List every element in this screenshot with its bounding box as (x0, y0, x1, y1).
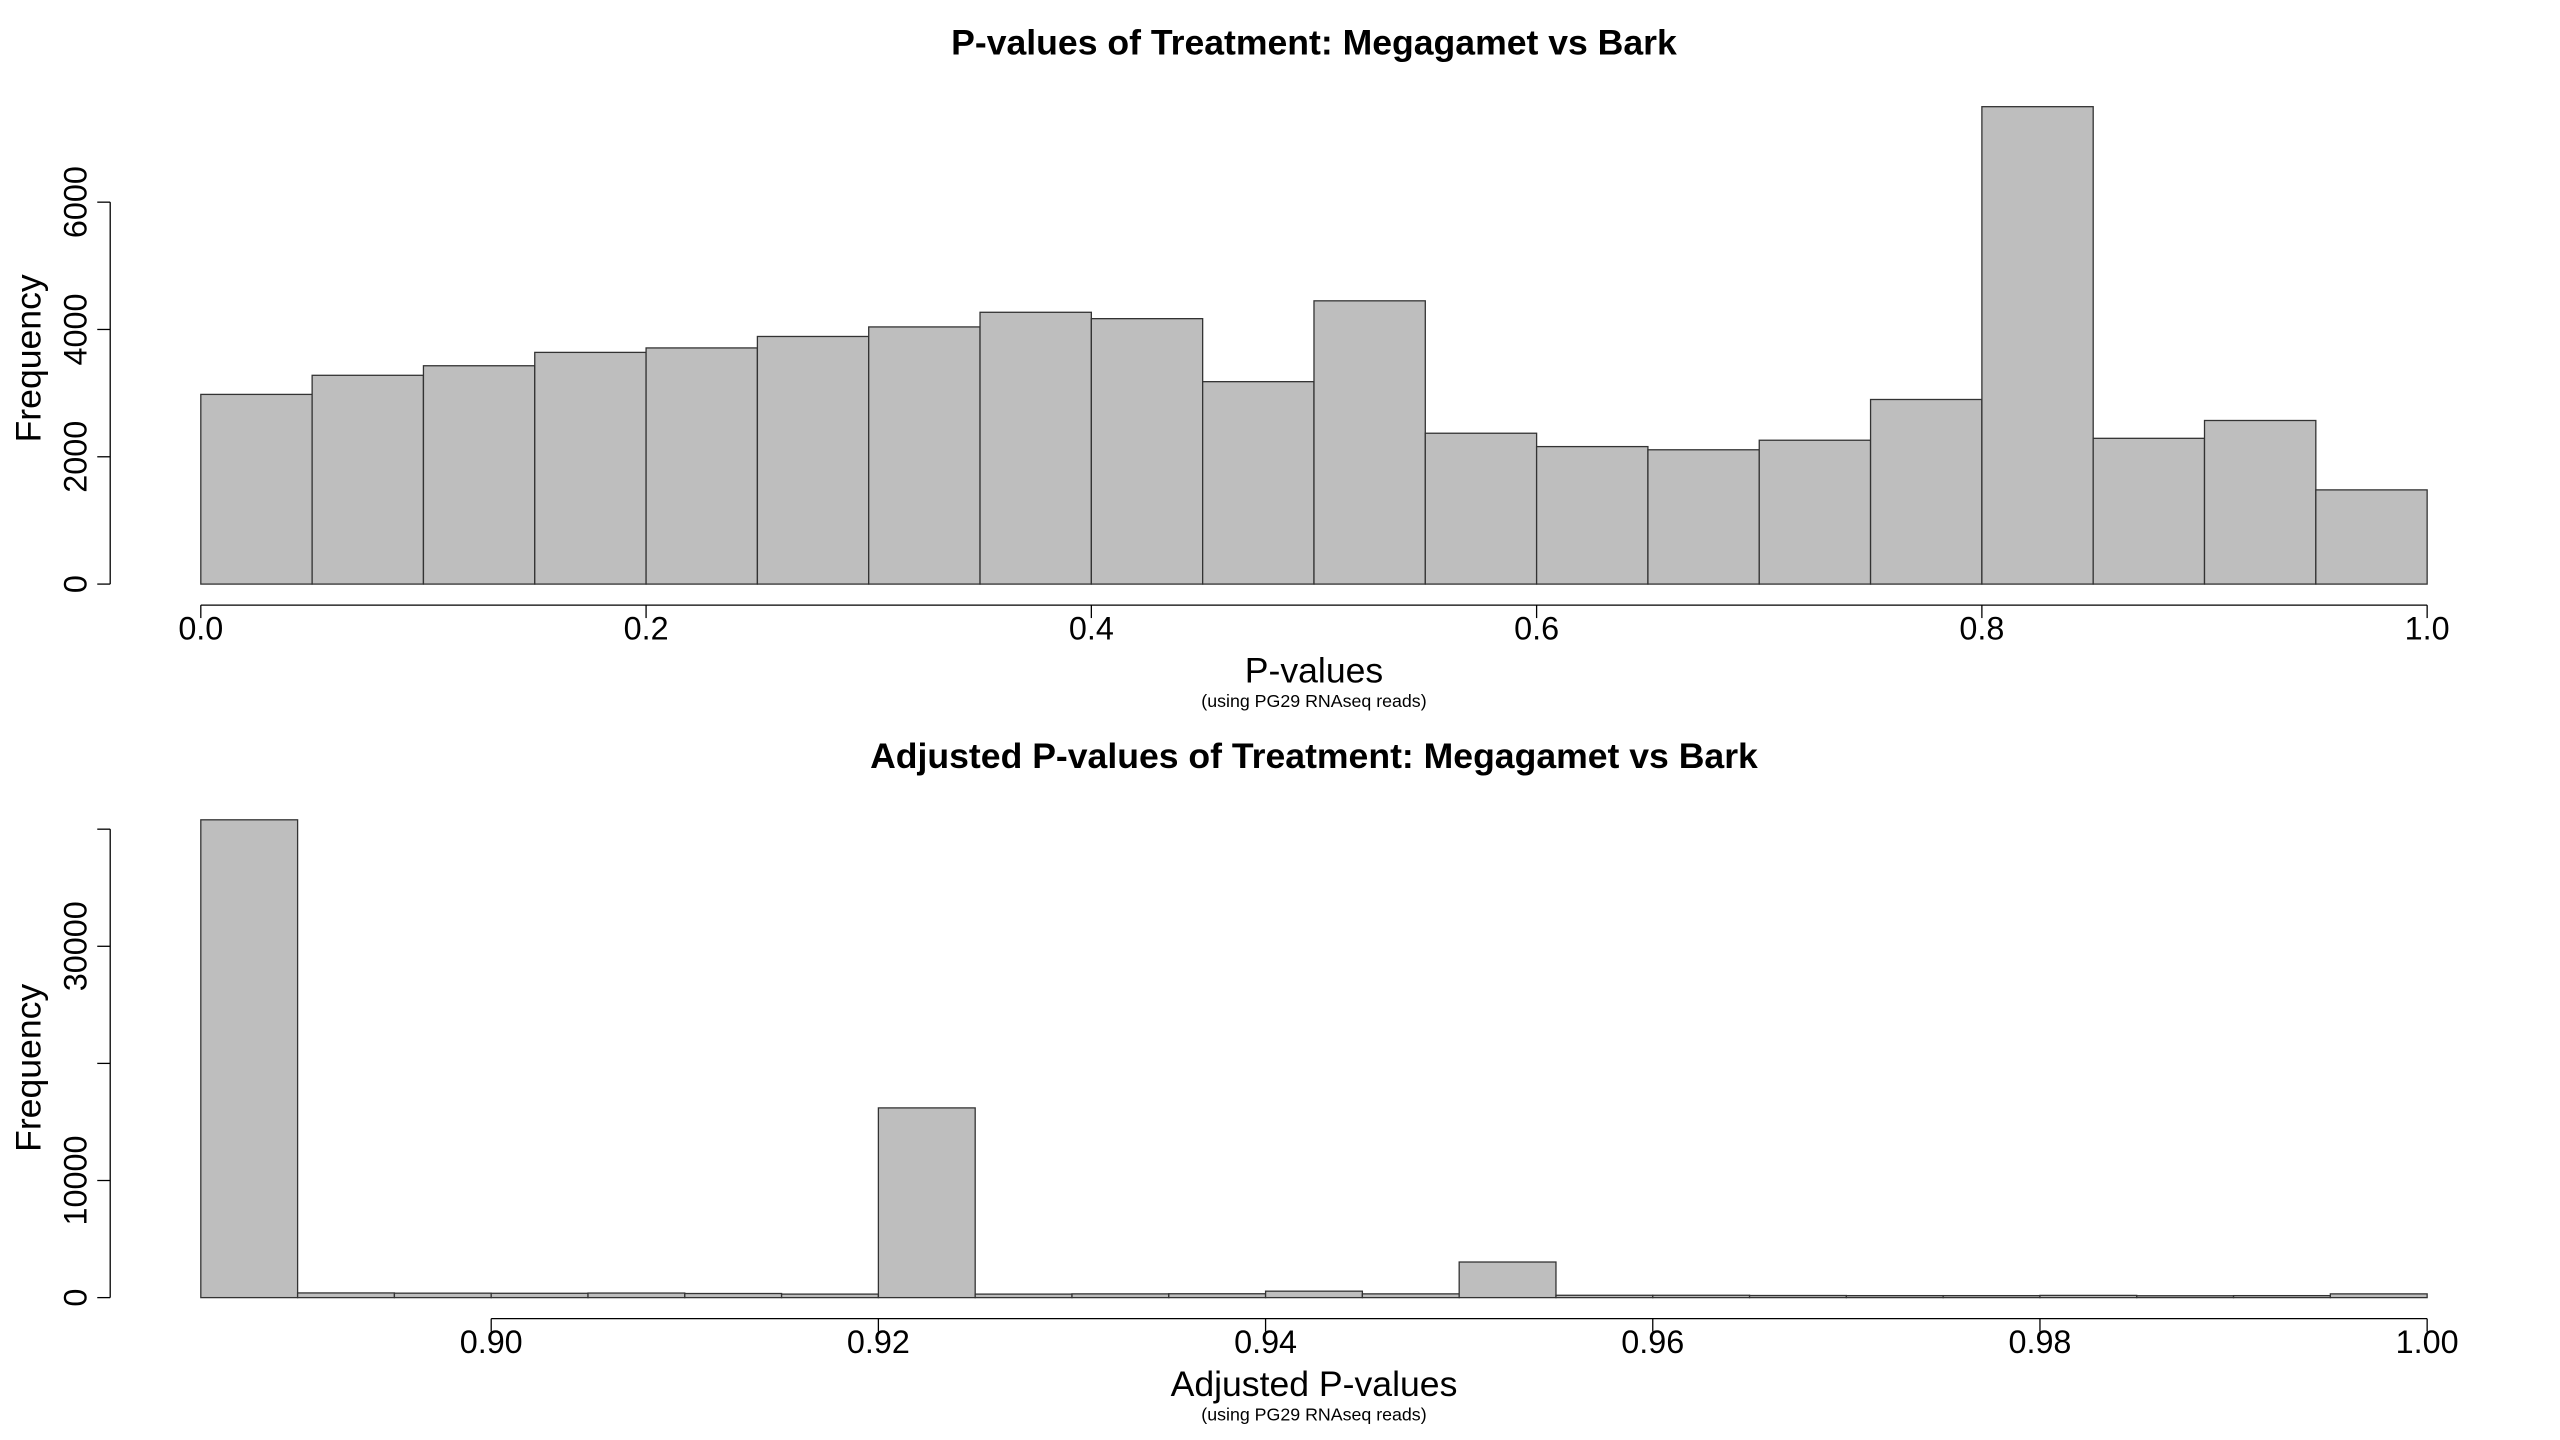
bar (1313, 300, 1426, 585)
y-tick-label: 30000 (57, 901, 93, 991)
chart-title: Adjusted P-values of Treatment: Megagame… (870, 736, 1758, 776)
bar (1361, 1293, 1460, 1299)
bar (1071, 1293, 1170, 1299)
y-axis-label: Frequency (8, 274, 48, 442)
bar (1758, 439, 1872, 585)
bar (296, 1292, 396, 1299)
y-tick-label: 6000 (57, 166, 93, 238)
bar (1535, 445, 1649, 585)
bar (1748, 1294, 1848, 1299)
bar (877, 1107, 976, 1299)
bar (756, 335, 870, 585)
x-tick-label: 0.2 (624, 611, 669, 647)
x-tick-label: 0.92 (847, 1324, 910, 1360)
bar (422, 365, 536, 585)
x-tick-label: 0.0 (178, 611, 223, 647)
x-axis-label: P-values (1245, 650, 1383, 690)
bar (979, 311, 1092, 585)
x-tick-label: 0.4 (1069, 611, 1114, 647)
bar (1845, 1294, 1944, 1299)
chart-title: P-values of Treatment: Megagamet vs Bark (951, 23, 1677, 63)
bar (1555, 1294, 1654, 1299)
bar (200, 819, 299, 1299)
bar (645, 347, 759, 585)
y-tick-label: 0 (57, 575, 93, 593)
bar (2039, 1294, 2138, 1299)
bar (974, 1293, 1073, 1299)
bar (1264, 1290, 1364, 1299)
x-tick-label: 1.00 (2396, 1324, 2459, 1360)
bar (684, 1292, 783, 1299)
x-tick-label: 1.0 (2405, 611, 2450, 647)
bar (1942, 1294, 2041, 1299)
x-tick-label: 0.98 (2008, 1324, 2071, 1360)
bar (393, 1292, 492, 1299)
y-tick-label: 0 (57, 1289, 93, 1307)
x-tick-label: 0.6 (1514, 611, 1559, 647)
x-axis-label: Adjusted P-values (1171, 1364, 1458, 1404)
bar (868, 326, 981, 585)
bar (2232, 1294, 2331, 1299)
bar (1869, 398, 1983, 585)
bar (587, 1292, 686, 1299)
bar (1981, 106, 2094, 585)
x-tick-label: 0.8 (1959, 611, 2004, 647)
bar (2315, 489, 2428, 585)
x-tick-label: 0.90 (460, 1324, 523, 1360)
bar (490, 1292, 589, 1299)
bar (1424, 432, 1538, 585)
bar (1202, 381, 1315, 585)
bar (2136, 1295, 2235, 1299)
y-tick-label: 2000 (57, 421, 93, 493)
subtitle: (using PG29 RNAseq reads) (1201, 1404, 1426, 1424)
bar (311, 374, 425, 585)
bar (1458, 1261, 1557, 1299)
y-tick-label: 10000 (57, 1136, 93, 1226)
bar (1090, 318, 1204, 585)
subtitle: (using PG29 RNAseq reads) (1201, 691, 1426, 711)
bar (200, 393, 313, 585)
x-tick-label: 0.96 (1621, 1324, 1684, 1360)
bar (534, 351, 647, 585)
bar (1652, 1294, 1751, 1299)
x-tick-label: 0.94 (1234, 1324, 1297, 1360)
bar (2203, 419, 2317, 585)
bar (780, 1293, 880, 1299)
bar (1168, 1293, 1267, 1299)
plots: P-values of Treatment: Megagamet vs Bark… (8, 23, 2458, 1425)
y-tick-label: 4000 (57, 293, 93, 365)
bar (2092, 437, 2206, 585)
bar (1647, 449, 1760, 585)
bar (2329, 1293, 2428, 1299)
y-axis-label: Frequency (8, 984, 48, 1152)
